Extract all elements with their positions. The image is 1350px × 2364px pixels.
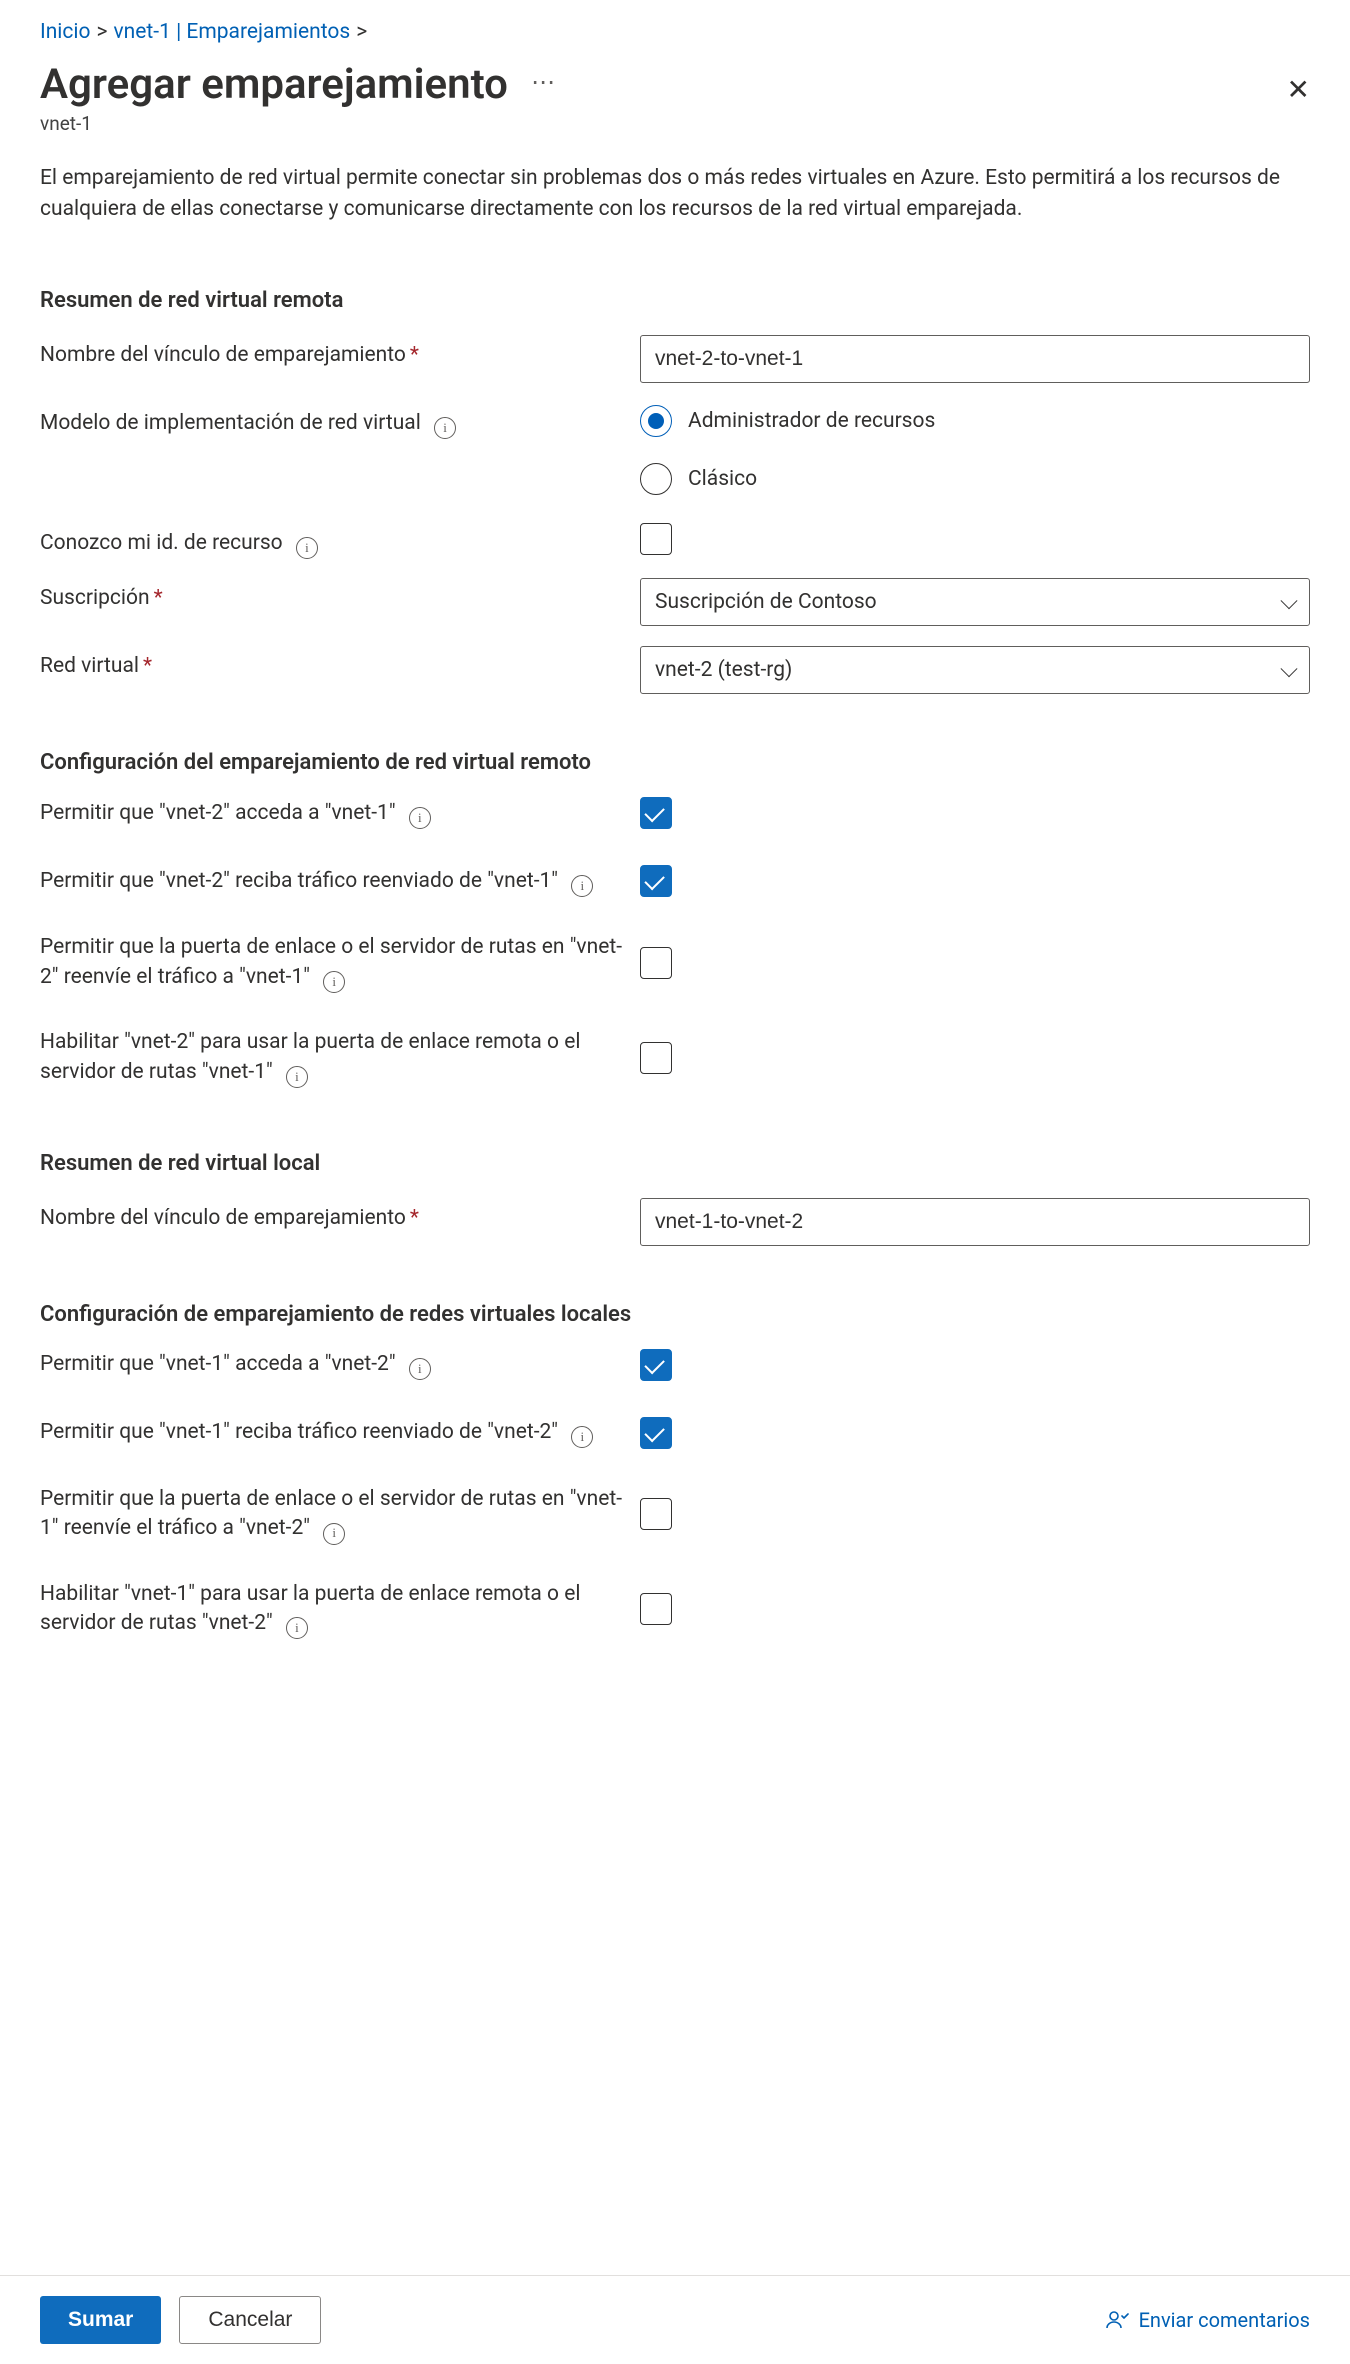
- chevron-down-icon: [1281, 593, 1298, 610]
- section-remote-config: Configuración del emparejamiento de red …: [40, 750, 1310, 775]
- info-icon[interactable]: i: [409, 1358, 431, 1380]
- send-feedback-link[interactable]: Enviar comentarios: [1105, 2308, 1310, 2332]
- radio-resource-manager-label: Administrador de recursos: [688, 409, 935, 433]
- label-local-link-name: Nombre del vínculo de emparejamiento: [40, 1206, 406, 1230]
- cancel-button[interactable]: Cancelar: [179, 2296, 321, 2344]
- info-icon[interactable]: i: [323, 1523, 345, 1545]
- virtual-network-value: vnet-2 (test-rg): [655, 658, 792, 682]
- required-marker: *: [410, 1206, 419, 1230]
- breadcrumb-home[interactable]: Inicio: [40, 20, 91, 44]
- section-local-summary: Resumen de red virtual local: [40, 1151, 1310, 1176]
- subscription-select[interactable]: Suscripción de Contoso: [640, 578, 1310, 626]
- remote-allow-forwarded-checkbox[interactable]: [640, 865, 672, 897]
- label-virtual-network: Red virtual: [40, 654, 139, 678]
- info-icon[interactable]: i: [571, 1426, 593, 1448]
- local-allow-gateway-checkbox[interactable]: [640, 1498, 672, 1530]
- label-local-allow-forwarded: Permitir que "vnet-1" reciba tráfico ree…: [40, 1420, 558, 1444]
- info-icon[interactable]: i: [286, 1617, 308, 1639]
- label-local-enable-remote-gw: Habilitar "vnet-1" para usar la puerta d…: [40, 1582, 580, 1635]
- label-remote-link-name: Nombre del vínculo de emparejamiento: [40, 343, 406, 367]
- chevron-right-icon: >: [97, 20, 108, 44]
- remote-enable-remote-gw-checkbox[interactable]: [640, 1042, 672, 1074]
- label-remote-allow-access: Permitir que "vnet-2" acceda a "vnet-1": [40, 801, 396, 825]
- label-local-allow-access: Permitir que "vnet-1" acceda a "vnet-2": [40, 1352, 396, 1376]
- more-icon[interactable]: ⋯: [531, 68, 557, 96]
- remote-allow-gateway-checkbox[interactable]: [640, 947, 672, 979]
- local-link-name-input[interactable]: [640, 1198, 1310, 1246]
- required-marker: *: [154, 586, 163, 610]
- info-icon[interactable]: i: [296, 537, 318, 559]
- subscription-value: Suscripción de Contoso: [655, 590, 877, 614]
- breadcrumb-parent[interactable]: vnet-1 | Emparejamientos: [113, 20, 350, 44]
- intro-text: El emparejamiento de red virtual permite…: [40, 163, 1310, 224]
- send-feedback-label: Enviar comentarios: [1139, 2308, 1310, 2332]
- info-icon[interactable]: i: [571, 875, 593, 897]
- virtual-network-select[interactable]: vnet-2 (test-rg): [640, 646, 1310, 694]
- remote-allow-access-checkbox[interactable]: [640, 797, 672, 829]
- local-allow-access-checkbox[interactable]: [640, 1349, 672, 1381]
- info-icon[interactable]: i: [434, 417, 456, 439]
- chevron-right-icon: >: [356, 20, 367, 44]
- radio-classic[interactable]: Clásico: [640, 463, 1310, 495]
- label-subscription: Suscripción: [40, 586, 150, 610]
- local-enable-remote-gw-checkbox[interactable]: [640, 1593, 672, 1625]
- info-icon[interactable]: i: [409, 807, 431, 829]
- required-marker: *: [143, 654, 152, 678]
- page-title: Agregar emparejamiento: [40, 60, 508, 109]
- breadcrumb: Inicio > vnet-1 | Emparejamientos >: [40, 20, 1310, 44]
- know-resource-id-checkbox[interactable]: [640, 523, 672, 555]
- required-marker: *: [410, 343, 419, 367]
- section-remote-summary: Resumen de red virtual remota: [40, 288, 1310, 313]
- add-button[interactable]: Sumar: [40, 2296, 161, 2344]
- label-remote-allow-forwarded: Permitir que "vnet-2" reciba tráfico ree…: [40, 869, 558, 893]
- page-subtitle: vnet-1: [40, 112, 557, 135]
- section-local-config: Configuración de emparejamiento de redes…: [40, 1302, 1310, 1327]
- remote-link-name-input[interactable]: [640, 335, 1310, 383]
- feedback-icon: [1105, 2308, 1129, 2332]
- label-know-resource-id: Conozco mi id. de recurso: [40, 531, 283, 555]
- chevron-down-icon: [1281, 661, 1298, 678]
- label-deployment-model: Modelo de implementación de red virtual: [40, 411, 421, 435]
- info-icon[interactable]: i: [286, 1066, 308, 1088]
- radio-resource-manager[interactable]: Administrador de recursos: [640, 405, 1310, 437]
- info-icon[interactable]: i: [323, 971, 345, 993]
- footer: Sumar Cancelar Enviar comentarios: [0, 2275, 1350, 2364]
- close-icon[interactable]: ✕: [1287, 62, 1310, 104]
- label-remote-enable-remote-gw: Habilitar "vnet-2" para usar la puerta d…: [40, 1030, 580, 1083]
- local-allow-forwarded-checkbox[interactable]: [640, 1417, 672, 1449]
- radio-classic-label: Clásico: [688, 467, 757, 491]
